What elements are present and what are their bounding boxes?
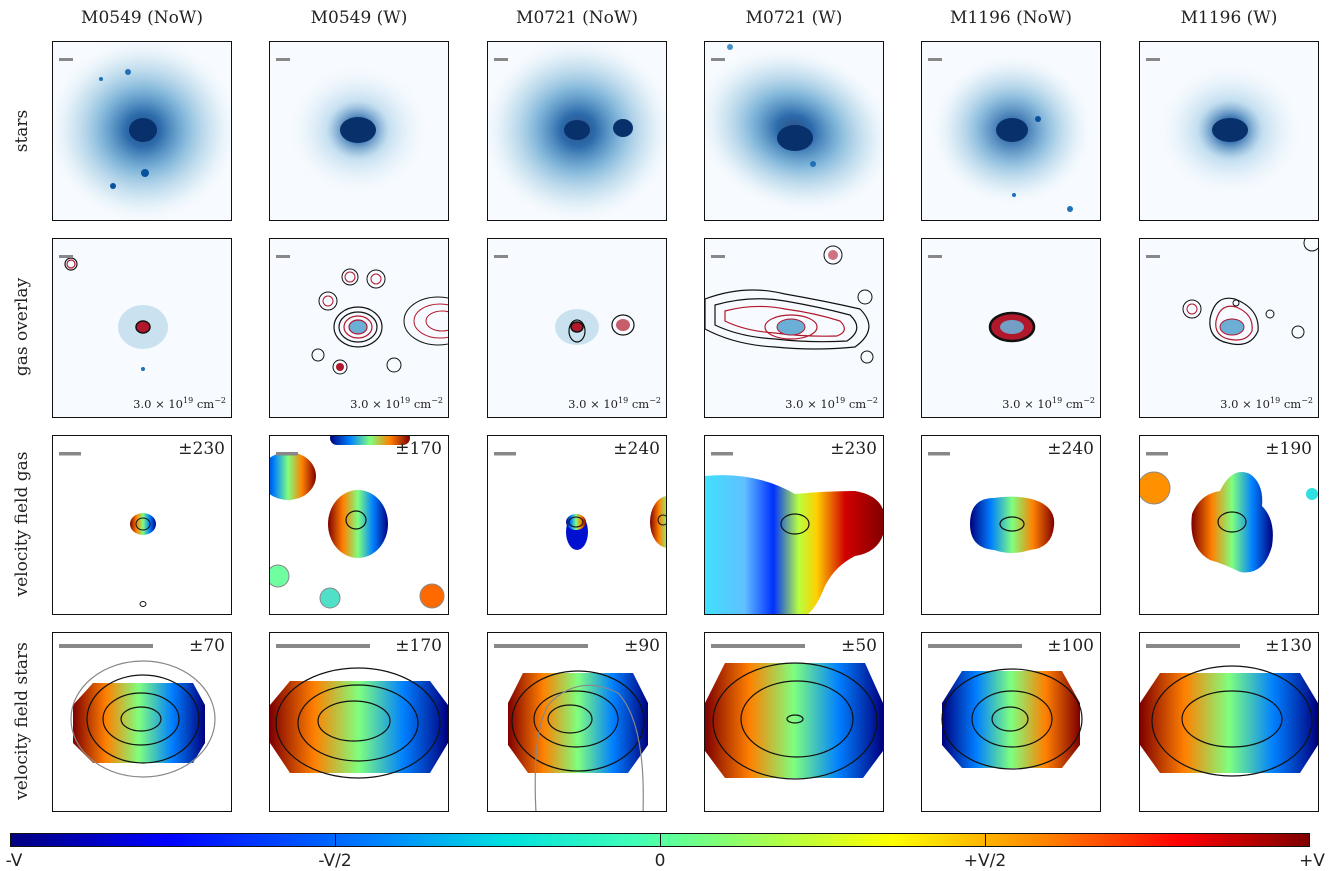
velocity-gas-panel: ±170 [269,435,449,615]
velocity-range: ±70 [189,636,225,656]
stars-panel [269,41,449,221]
stars-panel [487,41,667,221]
row-label-velocity-gas: velocity field gas [12,451,32,597]
row-label-gas-overlay: gas overlay [12,277,32,377]
column-title-m1196-now: M1196 (NoW) [950,8,1072,28]
stars-panel [704,41,884,221]
velocity-gas-panel: ±240 [921,435,1101,615]
stars-panel [1139,41,1319,221]
density-label: 3.0 × 1019 cm−2 [785,396,878,411]
velocity-stars-panel: ±130 [1139,632,1319,812]
velocity-range: ±230 [830,439,877,459]
gas-overlay-panel: 3.0 × 1019 cm−2 [52,238,232,418]
colorbar-label-neg-v: -V [5,851,23,871]
colorbar-label-zero: 0 [654,851,666,871]
scale-bar [59,255,73,258]
scale-bar [276,255,290,258]
scale-bar [1146,644,1240,648]
velocity-stars-panel: ±90 [487,632,667,812]
velocity-gas-panel: ±190 [1139,435,1319,615]
scale-bar [494,644,588,648]
scale-bar [711,644,805,648]
gas-overlay-panel: 3.0 × 1019 cm−2 [1139,238,1319,418]
scale-bar [928,58,942,61]
density-label: 3.0 × 1019 cm−2 [133,396,226,411]
colorbar-tick [335,833,336,847]
scale-bar [711,58,725,61]
scale-bar [494,452,516,456]
scale-bar [494,255,508,258]
scale-bar [1146,452,1168,456]
scale-bar [1146,58,1160,61]
density-label: 3.0 × 1019 cm−2 [568,396,661,411]
column-title-m0721-w: M0721 (W) [745,8,843,28]
scale-bar [928,644,1022,648]
scale-bar [711,255,725,258]
velocity-range: ±90 [624,636,660,656]
velocity-stars-panel: ±100 [921,632,1101,812]
colorbar-tick [985,833,986,847]
stars-panel [921,41,1101,221]
scale-bar [928,452,950,456]
density-label: 3.0 × 1019 cm−2 [1220,396,1313,411]
gas-overlay-panel: 3.0 × 1019 cm−2 [704,238,884,418]
gas-overlay-panel: 3.0 × 1019 cm−2 [269,238,449,418]
row-label-velocity-stars: velocity field stars [12,642,32,800]
stars-panel [52,41,232,221]
velocity-range: ±240 [1047,439,1094,459]
scale-bar [711,452,733,456]
velocity-range: ±100 [1047,636,1094,656]
colorbar-label-pos-half-v: +V/2 [963,851,1007,871]
velocity-stars-panel: ±50 [704,632,884,812]
gas-overlay-panel: 3.0 × 1019 cm−2 [921,238,1101,418]
scale-bar [494,58,508,61]
velocity-stars-panel: ±170 [269,632,449,812]
density-label: 3.0 × 1019 cm−2 [1002,396,1095,411]
column-title-m1196-w: M1196 (W) [1180,8,1278,28]
velocity-range: ±170 [395,439,442,459]
velocity-gas-panel: ±230 [52,435,232,615]
velocity-stars-panel: ±70 [52,632,232,812]
velocity-range: ±240 [613,439,660,459]
velocity-gas-panel: ±230 [704,435,884,615]
scale-bar [1146,255,1160,258]
column-title-m0549-w: M0549 (W) [310,8,408,28]
scale-bar [59,644,153,648]
velocity-range: ±230 [178,439,225,459]
column-title-m0721-now: M0721 (NoW) [516,8,638,28]
velocity-range: ±190 [1265,439,1312,459]
density-label: 3.0 × 1019 cm−2 [350,396,443,411]
colorbar-tick [660,833,661,847]
colorbar-label-neg-half-v: -V/2 [318,851,352,871]
gas-overlay-panel: 3.0 × 1019 cm−2 [487,238,667,418]
row-label-stars: stars [12,109,32,153]
scale-bar [276,644,370,648]
column-title-m0549-now: M0549 (NoW) [81,8,203,28]
velocity-range: ±50 [841,636,877,656]
velocity-range: ±170 [395,636,442,656]
scale-bar [276,58,290,61]
velocity-gas-panel: ±240 [487,435,667,615]
scale-bar [928,255,942,258]
scale-bar [276,452,298,456]
velocity-range: ±130 [1265,636,1312,656]
scale-bar [59,58,73,61]
scale-bar [59,452,81,456]
colorbar-label-pos-v: +V [1299,851,1325,871]
